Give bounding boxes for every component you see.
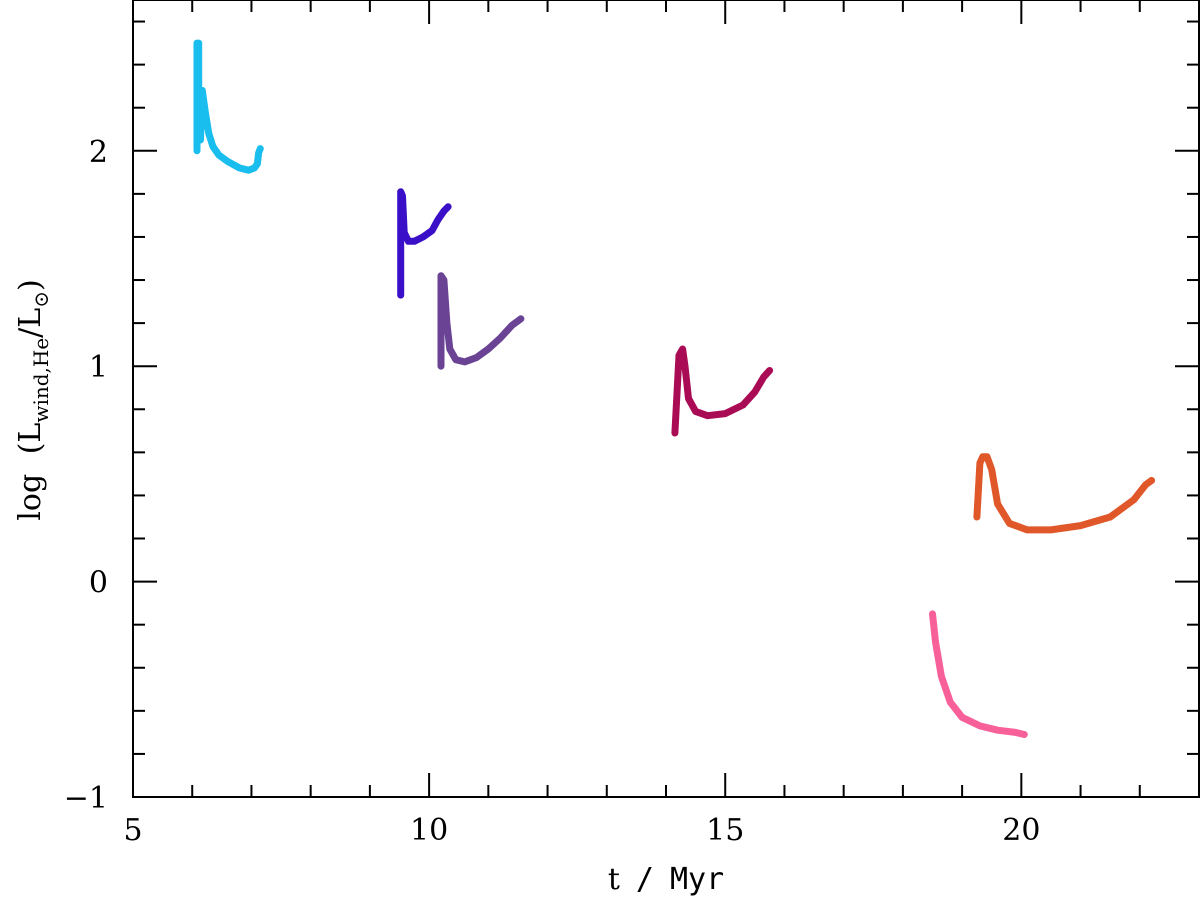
series-line [397,188,452,299]
y-axis-label: log (Lwind,He/L⊙) [13,279,53,520]
x-tick-label: 15 [706,813,744,848]
series-line [437,272,525,370]
x-axis-label: t / Myr [608,862,724,897]
axis-ticks [132,0,1200,798]
x-tick-label: 20 [1002,813,1040,848]
x-tick-label: 10 [410,813,448,848]
series-line [929,610,1028,738]
x-tick-label: 5 [123,813,142,848]
y-tick-label: −1 [64,781,108,816]
x-tick-labels: 5 10 15 20 [123,813,1040,848]
y-tick-label: 1 [89,350,108,385]
plot-frame [132,0,1200,798]
series-group [193,39,1156,738]
series-line [973,453,1156,534]
series-line [671,345,774,437]
y-tick-label: 2 [89,135,108,170]
y-tick-labels: −1 0 1 2 [64,135,108,816]
series-line [193,39,264,174]
y-tick-label: 0 [89,566,108,601]
